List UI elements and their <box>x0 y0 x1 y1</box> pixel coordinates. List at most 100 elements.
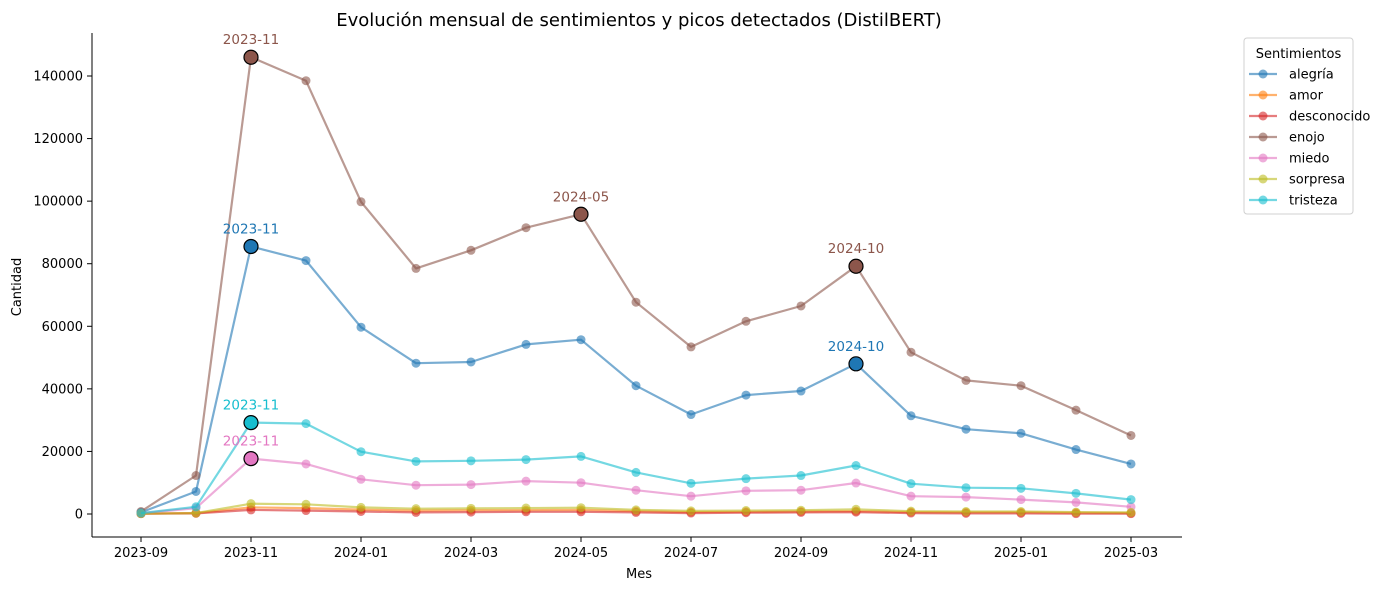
data-point <box>576 503 586 513</box>
y-tick-label: 120000 <box>33 132 83 147</box>
data-point <box>301 506 311 516</box>
data-point <box>961 492 971 502</box>
y-tick-label: 20000 <box>42 445 83 460</box>
data-point <box>961 375 971 385</box>
peak-label: 2024-05 <box>553 189 609 205</box>
series-enojo <box>136 52 1136 516</box>
data-point <box>411 358 421 368</box>
data-point <box>411 456 421 466</box>
data-point <box>1126 507 1136 517</box>
data-point <box>521 339 531 349</box>
data-point <box>411 480 421 490</box>
data-point <box>576 478 586 488</box>
legend-label: desconocido <box>1289 110 1370 125</box>
legend: Sentimientos alegría amor desconocido enojo m… <box>1243 37 1370 215</box>
peak-label: 2024-10 <box>828 339 884 355</box>
legend-swatch-marker <box>1258 69 1268 79</box>
legend-item-miedo: miedo <box>1249 152 1330 167</box>
data-point <box>796 485 806 495</box>
peak-marker <box>848 356 864 372</box>
peak-marker <box>243 451 259 467</box>
legend-swatch-marker <box>1258 174 1268 184</box>
data-point <box>246 505 256 515</box>
data-point <box>1126 495 1136 505</box>
data-point <box>1126 459 1136 469</box>
data-point <box>356 322 366 332</box>
data-point <box>521 503 531 513</box>
legend-title: Sentimientos <box>1256 47 1342 62</box>
peak-marker <box>573 206 589 222</box>
data-point <box>741 316 751 326</box>
peak-label: 2023-11 <box>223 434 279 450</box>
x-tick-label: 2025-03 <box>1104 546 1158 561</box>
x-tick-label: 2023-11 <box>224 546 278 561</box>
peak-marker <box>243 49 259 65</box>
x-axis-label: Mes <box>626 567 652 582</box>
legend-label: alegría <box>1289 68 1334 83</box>
legend-label: miedo <box>1289 152 1330 167</box>
y-tick-label: 80000 <box>42 257 83 272</box>
legend-label: enojo <box>1289 131 1325 146</box>
data-point <box>1071 507 1081 517</box>
peak-label: 2023-11 <box>223 222 279 238</box>
x-tick-label: 2025-01 <box>994 546 1048 561</box>
data-point <box>466 357 476 367</box>
data-point <box>796 301 806 311</box>
x-tick-label: 2023-09 <box>114 546 168 561</box>
legend-swatch-marker <box>1258 132 1268 142</box>
data-point <box>1071 405 1081 415</box>
series-tristeza <box>136 418 1136 518</box>
data-point <box>1071 488 1081 498</box>
peak-label: 2024-10 <box>828 241 884 257</box>
data-point <box>466 503 476 513</box>
data-point <box>136 508 146 518</box>
legend-label: tristeza <box>1289 194 1338 209</box>
data-point <box>356 197 366 207</box>
data-point <box>631 297 641 307</box>
data-point <box>851 478 861 488</box>
data-point <box>741 486 751 496</box>
legend-label: sorpresa <box>1289 173 1345 188</box>
y-tick-label: 0 <box>75 508 83 523</box>
data-point <box>906 411 916 421</box>
legend-box <box>1243 37 1354 215</box>
legend-item-amor: amor <box>1249 89 1324 104</box>
peak-marker <box>243 415 259 431</box>
legend-swatch-marker <box>1258 195 1268 205</box>
data-point <box>961 424 971 434</box>
data-point <box>631 467 641 477</box>
data-point <box>411 263 421 273</box>
data-point <box>301 76 311 86</box>
data-point <box>796 471 806 481</box>
x-tick-label: 2024-01 <box>334 546 388 561</box>
data-point <box>1016 381 1026 391</box>
data-point <box>1016 428 1026 438</box>
y-tick-label: 60000 <box>42 320 83 335</box>
data-point <box>1016 483 1026 493</box>
data-point <box>1071 445 1081 455</box>
x-tick-label: 2024-11 <box>884 546 938 561</box>
series-miedo <box>136 454 1136 518</box>
data-point <box>466 456 476 466</box>
data-point <box>521 223 531 233</box>
peak-label: 2023-11 <box>223 398 279 414</box>
data-point <box>301 499 311 509</box>
data-point <box>576 335 586 345</box>
legend-item-enojo: enojo <box>1249 131 1325 146</box>
data-point <box>686 491 696 501</box>
data-point <box>191 471 201 481</box>
y-axis-label: Cantidad <box>10 258 25 316</box>
data-point <box>1016 495 1026 505</box>
legend-item-desconocido: desconocido <box>1249 110 1370 125</box>
legend-label: amor <box>1289 89 1324 104</box>
data-point <box>686 410 696 420</box>
data-point <box>906 491 916 501</box>
data-point <box>686 342 696 352</box>
x-tick-label: 2024-07 <box>664 546 718 561</box>
data-point <box>906 506 916 516</box>
data-point <box>796 386 806 396</box>
legend-swatch-marker <box>1258 90 1268 100</box>
data-point <box>466 245 476 255</box>
data-point <box>631 381 641 391</box>
data-point <box>191 508 201 518</box>
